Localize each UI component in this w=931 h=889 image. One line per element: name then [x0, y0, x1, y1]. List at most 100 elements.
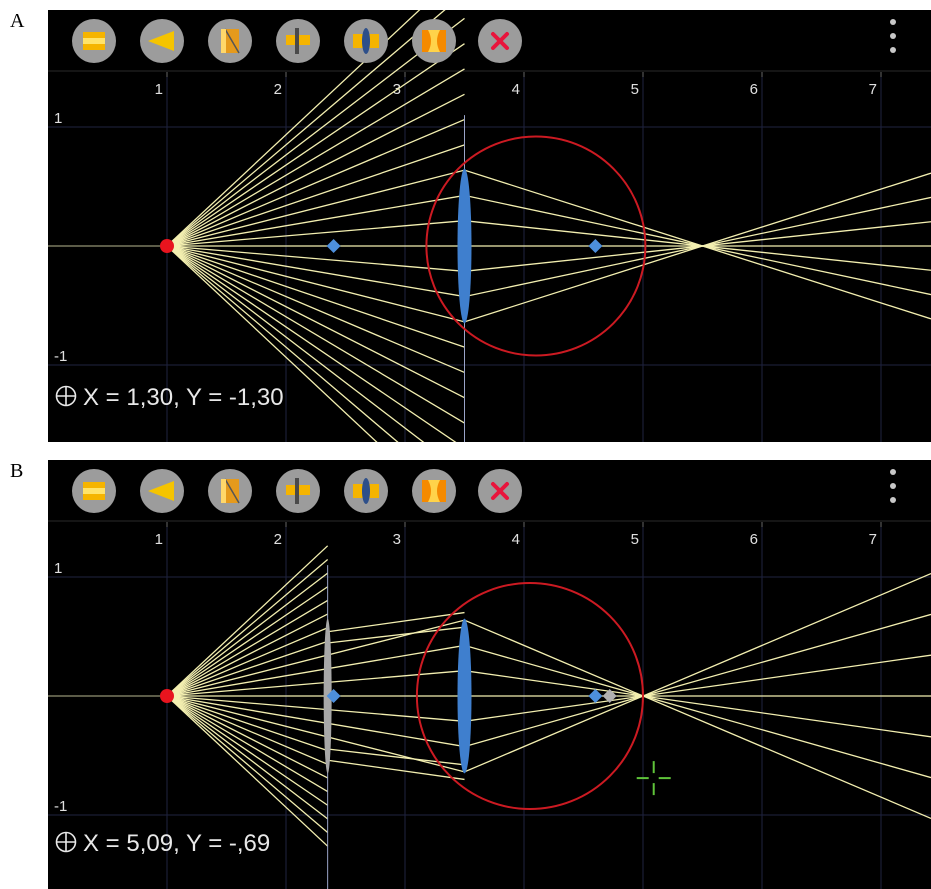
ray-source-tool-button[interactable] [276, 469, 320, 513]
x-tick-label: 2 [274, 531, 282, 548]
ray [166, 695, 328, 779]
ray [166, 613, 328, 697]
ray [166, 644, 931, 779]
flat-bar-icon [83, 482, 105, 500]
x-tick-label: 2 [274, 81, 282, 98]
ray [166, 245, 425, 442]
y-tick-label: 1 [54, 560, 62, 577]
ray [166, 245, 457, 442]
y-tick-label: -1 [54, 348, 67, 365]
delete-tool-button[interactable] [478, 19, 522, 63]
ray [166, 654, 931, 722]
ray-source-icon [286, 478, 310, 504]
ray [166, 10, 421, 247]
focal-point[interactable] [326, 239, 341, 253]
x-tick-label: 4 [512, 531, 520, 548]
optics-screen-b[interactable]: 1 2 3 4 5 6 7 1 -1 X = 5,09, Y = -,69 [48, 460, 931, 889]
focal-point[interactable] [326, 689, 341, 703]
concave-lens-icon [422, 30, 446, 52]
x-tick-label: 1 [155, 531, 163, 548]
ray [327, 759, 465, 781]
flat-bar-icon [83, 32, 105, 50]
x-tick-label: 4 [512, 81, 520, 98]
ray [166, 586, 329, 697]
ray [327, 748, 465, 766]
ray [166, 572, 329, 697]
mirror-tool-button[interactable] [208, 469, 252, 513]
y-tick-label: -1 [54, 798, 67, 815]
ray [166, 670, 931, 738]
ray [166, 144, 465, 247]
ray-source-icon [286, 28, 310, 54]
prism-tool-button[interactable] [140, 469, 184, 513]
ray [166, 245, 378, 442]
ray [166, 640, 328, 697]
focal-point[interactable] [602, 689, 617, 703]
concave-lens-tool-button[interactable] [412, 19, 456, 63]
ray [166, 695, 329, 806]
coordinate-readout: X = 5,09, Y = -,69 [55, 830, 270, 858]
prism-tool-button[interactable] [140, 19, 184, 63]
concave-lens-icon [422, 480, 446, 502]
overflow-menu-icon[interactable] [883, 466, 903, 506]
mirror-icon [221, 28, 240, 54]
x-tick-label: 6 [750, 531, 758, 548]
panel-label-b: B [10, 460, 24, 482]
optics-canvas[interactable]: 1 2 3 4 5 6 71-1 [48, 10, 931, 442]
focal-point[interactable] [588, 689, 603, 703]
convex-lens[interactable] [457, 168, 472, 324]
ray [327, 626, 465, 644]
ray [166, 172, 931, 323]
ray [166, 93, 465, 247]
panel-label-a: A [10, 10, 25, 32]
lens-radius-circle[interactable] [425, 135, 647, 357]
delete-icon [491, 482, 509, 500]
flat-bar-tool-button[interactable] [72, 19, 116, 63]
x-tick-label: 5 [631, 81, 639, 98]
overflow-menu-icon[interactable] [883, 16, 903, 56]
ray [166, 695, 328, 793]
ray [166, 43, 465, 247]
optics-canvas[interactable]: 1 2 3 4 5 6 71-1 [48, 460, 931, 889]
lens-icon [353, 28, 379, 54]
concave-lens-tool-button[interactable] [412, 469, 456, 513]
ray [166, 695, 329, 820]
toolbar [48, 460, 931, 530]
crosshair-circle-icon [55, 385, 77, 407]
ray [166, 627, 328, 697]
ray [166, 613, 931, 748]
coordinate-text: X = 5,09, Y = -,69 [83, 830, 271, 857]
convex-lens[interactable] [457, 618, 472, 774]
ray-bundle [166, 10, 931, 442]
light-source[interactable] [160, 239, 174, 253]
focal-point[interactable] [588, 239, 603, 253]
lens-icon [353, 478, 379, 504]
ray [166, 245, 465, 399]
ray [166, 118, 465, 247]
flat-bar-tool-button[interactable] [72, 469, 116, 513]
ray [166, 695, 329, 847]
ray [166, 245, 399, 442]
ray [166, 245, 465, 374]
light-source[interactable] [160, 689, 174, 703]
mirror-tool-button[interactable] [208, 19, 252, 63]
lens-radius-circle[interactable] [415, 581, 645, 811]
ray [327, 611, 465, 633]
ray [166, 619, 931, 819]
mirror-icon [221, 478, 240, 504]
ray [166, 245, 465, 348]
delete-icon [491, 32, 509, 50]
delete-tool-button[interactable] [478, 469, 522, 513]
coordinate-readout: X = 1,30, Y = -1,30 [55, 384, 284, 412]
ray [166, 245, 465, 424]
coordinate-text: X = 1,30, Y = -1,30 [83, 384, 284, 411]
x-tick-label: 7 [869, 531, 877, 548]
optics-screen-a[interactable]: 1 2 3 4 5 6 7 1 -1 X = 1,30, Y = -1,30 [48, 10, 931, 442]
lens-tool-button[interactable] [344, 19, 388, 63]
ray [166, 695, 329, 834]
lens-tool-button[interactable] [344, 469, 388, 513]
ray-source-tool-button[interactable] [276, 19, 320, 63]
crosshair-cursor-icon[interactable] [636, 761, 671, 796]
prism-icon [148, 31, 174, 51]
ray [166, 68, 465, 247]
